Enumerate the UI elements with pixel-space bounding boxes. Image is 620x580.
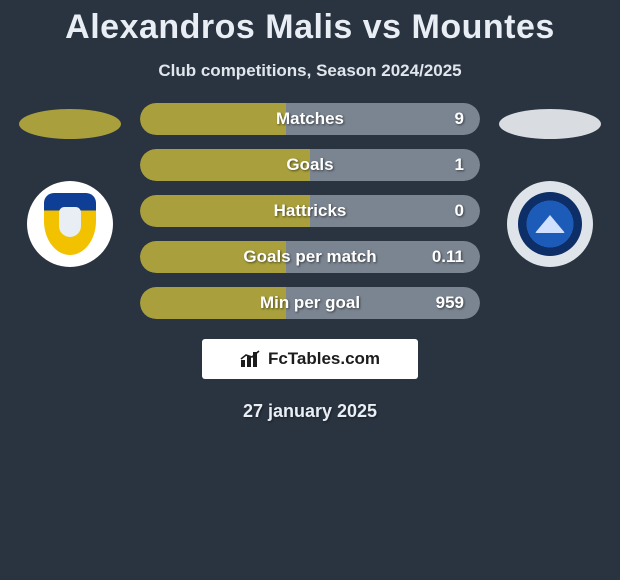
left-team-badge [27, 181, 113, 267]
stat-value: 1 [455, 155, 464, 175]
bars-icon [240, 350, 262, 368]
stat-bar: Hattricks 0 [140, 195, 480, 227]
stat-bar: Goals 1 [140, 149, 480, 181]
stat-label: Matches [276, 109, 344, 129]
stat-bar-left-fill [140, 149, 310, 181]
stat-bars: Matches 9 Goals 1 Hattricks 0 Goals per match 0… [140, 103, 480, 319]
stat-bar: Min per goal 959 [140, 287, 480, 319]
subtitle: Club competitions, Season 2024/2025 [158, 61, 461, 81]
stat-bar: Goals per match 0.11 [140, 241, 480, 273]
right-team-badge [507, 181, 593, 267]
brand-badge: FcTables.com [202, 339, 418, 379]
right-team-ellipse [499, 109, 601, 139]
stat-label: Min per goal [260, 293, 360, 313]
comparison-area: Matches 9 Goals 1 Hattricks 0 Goals per match 0… [0, 103, 620, 319]
stat-value: 9 [455, 109, 464, 129]
brand-text: FcTables.com [268, 349, 380, 369]
left-team-ellipse [19, 109, 121, 139]
stat-value: 959 [436, 293, 464, 313]
stat-label: Hattricks [274, 201, 347, 221]
page-title: Alexandros Malis vs Mountes [65, 8, 555, 47]
left-side [10, 103, 130, 267]
shield-icon [44, 193, 96, 255]
stat-bar-left-fill [140, 103, 286, 135]
stat-label: Goals [286, 155, 333, 175]
stat-bar: Matches 9 [140, 103, 480, 135]
stat-value: 0 [455, 201, 464, 221]
stat-value: 0.11 [432, 247, 464, 267]
date-text: 27 january 2025 [243, 401, 377, 422]
right-side [490, 103, 610, 267]
club-disc-icon [518, 192, 582, 256]
stat-label: Goals per match [243, 247, 376, 267]
